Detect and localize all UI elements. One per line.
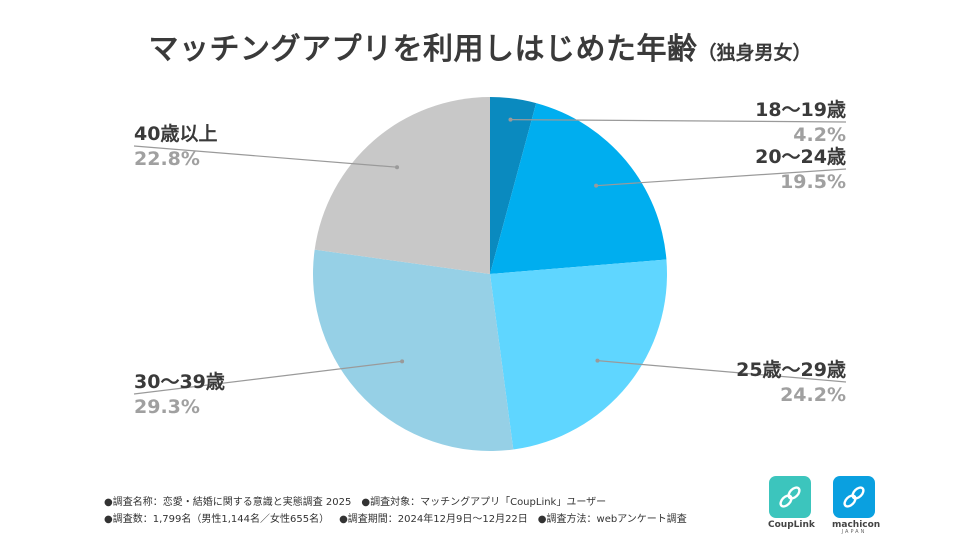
- chain-icon: [779, 486, 801, 508]
- pie-slice-3: [490, 259, 667, 450]
- pie-labels: 18～19歳 4.2%20～24歳 19.5% 25歳～29歳 24.2% 30～39歳 2…: [133, 99, 847, 418]
- pie-slice-5: [314, 97, 490, 274]
- leader-line-3: [597, 360, 847, 383]
- survey-method-note: ●調査方法：webアンケート調査: [537, 514, 687, 525]
- couplink-logo: CoupLink: [768, 476, 815, 530]
- machicon-logo-tile: [833, 476, 875, 518]
- slice-label-1: 18～19歳: [755, 99, 846, 121]
- leader-dot-2: [594, 183, 599, 188]
- couplink-logo-tile: [769, 476, 811, 518]
- slice-value-1: 4.2%: [793, 124, 846, 146]
- slice-value-4: 29.3%: [134, 396, 200, 418]
- chart-title: マッチングアプリを利用しはじめた年齢（独身男女）: [0, 24, 960, 68]
- slice-value-2: 19.5%: [780, 171, 846, 193]
- leader-line-5: [133, 145, 398, 168]
- chart-title-main: マッチングアプリを利用しはじめた年齢: [148, 32, 698, 67]
- pie-slices: [312, 97, 667, 451]
- leader-dot-3: [595, 358, 600, 363]
- survey-count-note: ●調査数：1,799名（男性1,144名／女性655名）: [104, 514, 330, 525]
- couplink-logo-caption: CoupLink: [768, 520, 815, 530]
- chain-icon: [843, 486, 865, 508]
- slice-label-4: 30～39歳: [134, 371, 225, 393]
- slice-label-2: 20～24歳: [755, 146, 846, 168]
- slice-value-3: 24.2%: [780, 384, 846, 406]
- machicon-logo: machicon JAPAN: [832, 476, 881, 535]
- machicon-logo-caption: machicon: [832, 520, 881, 530]
- pie-slice-1: [490, 97, 537, 274]
- survey-name-note: ●調査名称：恋愛・結婚に関する意識と実態調査 2025: [104, 497, 352, 508]
- leader-line-2: [596, 168, 847, 187]
- pie-slice-4: [312, 249, 514, 451]
- survey-period-note: ●調査期間：2024年12月9日～12月22日: [339, 514, 528, 525]
- slice-label-3: 25歳～29歳: [736, 359, 846, 381]
- pie-slice-2: [490, 103, 667, 275]
- leader-dot-1: [508, 117, 513, 122]
- survey-notes: ●調査名称：恋愛・結婚に関する意識と実態調査 2025 ●調査対象：マッチングアプ…: [104, 494, 697, 528]
- chart-title-sub: （独身男女）: [697, 42, 812, 64]
- slice-value-5: 22.8%: [134, 148, 200, 170]
- leader-dot-4: [400, 359, 405, 364]
- slice-label-5: 40歳以上: [134, 123, 217, 145]
- survey-notes-line-2: ●調査数：1,799名（男性1,144名／女性655名） ●調査期間：2024年1…: [104, 511, 697, 528]
- survey-notes-line-1: ●調査名称：恋愛・結婚に関する意識と実態調査 2025 ●調査対象：マッチングアプ…: [104, 494, 697, 511]
- survey-target-note: ●調査対象：マッチングアプリ「CoupLink」ユーザー: [361, 497, 607, 508]
- leader-dot-5: [395, 165, 400, 170]
- leader-line-1: [510, 118, 847, 123]
- leader-line-4: [133, 360, 403, 395]
- machicon-logo-subcaption: JAPAN: [841, 529, 867, 535]
